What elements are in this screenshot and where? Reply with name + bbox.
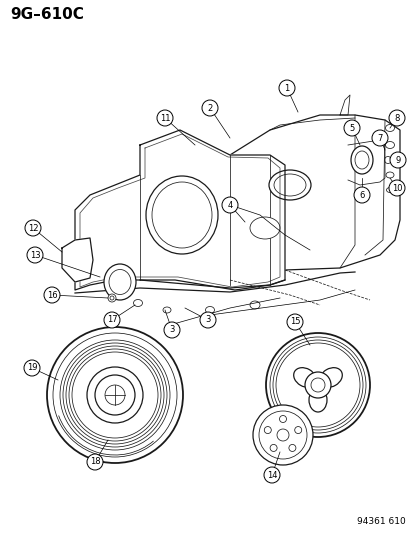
Circle shape <box>279 416 286 423</box>
Text: 9G–610C: 9G–610C <box>10 7 84 22</box>
Ellipse shape <box>319 368 342 387</box>
Ellipse shape <box>385 141 394 149</box>
Circle shape <box>27 247 43 263</box>
Text: 18: 18 <box>90 457 100 466</box>
Circle shape <box>221 197 237 213</box>
Ellipse shape <box>249 217 279 239</box>
Circle shape <box>263 426 271 433</box>
Text: 1: 1 <box>284 84 289 93</box>
Text: 3: 3 <box>169 326 174 335</box>
Circle shape <box>343 120 359 136</box>
Ellipse shape <box>385 125 394 132</box>
Text: 11: 11 <box>159 114 170 123</box>
Circle shape <box>278 80 294 96</box>
Text: 2: 2 <box>207 103 212 112</box>
Ellipse shape <box>350 146 372 174</box>
Circle shape <box>304 372 330 398</box>
Circle shape <box>164 322 180 338</box>
Ellipse shape <box>163 307 171 313</box>
Text: 19: 19 <box>27 364 37 373</box>
Text: 10: 10 <box>391 183 401 192</box>
Text: 16: 16 <box>47 290 57 300</box>
Circle shape <box>157 110 173 126</box>
Circle shape <box>202 100 218 116</box>
Text: 13: 13 <box>30 251 40 260</box>
Text: 15: 15 <box>289 318 299 327</box>
Polygon shape <box>75 130 284 290</box>
Circle shape <box>263 467 279 483</box>
Text: 94361 610: 94361 610 <box>356 517 405 526</box>
Circle shape <box>87 367 142 423</box>
Circle shape <box>47 327 183 463</box>
Text: 6: 6 <box>358 190 364 199</box>
Circle shape <box>266 333 369 437</box>
Ellipse shape <box>308 388 326 412</box>
Ellipse shape <box>133 300 142 306</box>
Ellipse shape <box>293 368 316 387</box>
Circle shape <box>294 426 301 433</box>
Circle shape <box>389 152 405 168</box>
Polygon shape <box>62 238 93 282</box>
Ellipse shape <box>146 176 218 254</box>
Circle shape <box>87 454 103 470</box>
Circle shape <box>269 445 276 451</box>
Circle shape <box>353 187 369 203</box>
Text: 4: 4 <box>227 200 232 209</box>
Ellipse shape <box>104 264 136 300</box>
Circle shape <box>388 180 404 196</box>
Text: 5: 5 <box>349 124 354 133</box>
Text: 7: 7 <box>376 133 382 142</box>
Circle shape <box>25 220 41 236</box>
Circle shape <box>104 312 120 328</box>
Ellipse shape <box>384 157 391 164</box>
Ellipse shape <box>205 306 214 313</box>
Circle shape <box>286 314 302 330</box>
Circle shape <box>199 312 216 328</box>
Circle shape <box>252 405 312 465</box>
Circle shape <box>24 360 40 376</box>
Ellipse shape <box>385 172 393 178</box>
Circle shape <box>288 445 295 451</box>
Circle shape <box>388 110 404 126</box>
Text: 17: 17 <box>107 316 117 325</box>
Ellipse shape <box>386 188 392 192</box>
Text: 14: 14 <box>266 471 277 480</box>
Text: 3: 3 <box>205 316 210 325</box>
Ellipse shape <box>108 294 116 302</box>
Text: 12: 12 <box>28 223 38 232</box>
Text: 8: 8 <box>393 114 399 123</box>
Circle shape <box>371 130 387 146</box>
Circle shape <box>44 287 60 303</box>
Text: 9: 9 <box>394 156 400 165</box>
Ellipse shape <box>249 301 259 309</box>
Ellipse shape <box>268 170 310 200</box>
